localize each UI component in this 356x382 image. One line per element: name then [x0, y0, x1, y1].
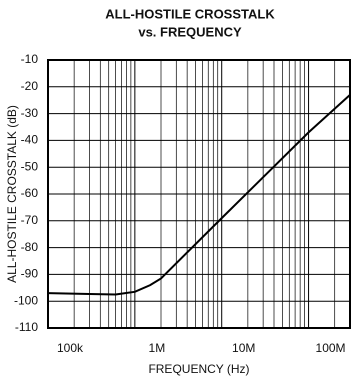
y-tick-label: -80	[21, 240, 39, 254]
y-tick-label: -40	[21, 133, 39, 147]
y-tick-label: -30	[21, 106, 39, 120]
x-axis-label: FREQUENCY (Hz)	[148, 362, 249, 376]
y-tick-label: -60	[21, 186, 39, 200]
x-tick-label: 1M	[149, 341, 166, 355]
plot-frame	[47, 59, 351, 329]
y-tick-label: -10	[21, 52, 39, 66]
x-tick-label: 10M	[232, 341, 255, 355]
y-tick-label: -50	[21, 159, 39, 173]
y-tick-label: -110	[15, 320, 38, 334]
y-tick-label: -20	[21, 79, 39, 93]
y-axis-label: ALL-HOSTILE CROSSTALK (dB)	[5, 105, 19, 283]
chart-title: ALL-HOSTILE CROSSTALK	[105, 6, 275, 21]
y-tick-label: -90	[21, 267, 39, 281]
x-tick-label: 100k	[57, 341, 84, 355]
x-tick-label: 100M	[316, 341, 346, 355]
data-line	[47, 94, 351, 296]
y-tick-label: -70	[21, 213, 39, 227]
chart-subtitle: vs. FREQUENCY	[138, 24, 242, 39]
y-tick-label: -100	[14, 293, 38, 307]
